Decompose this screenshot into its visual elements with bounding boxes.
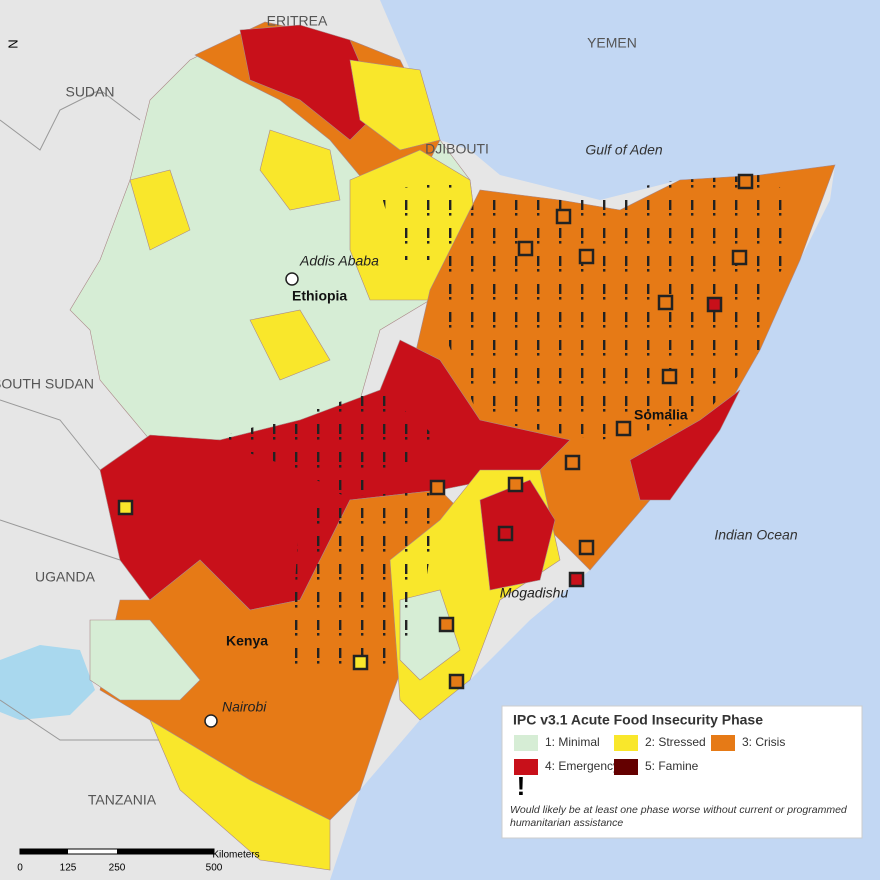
marker	[731, 249, 748, 266]
legend-label: 3: Crisis	[742, 735, 785, 749]
city-label: Mogadishu	[500, 585, 569, 601]
scale-bar-segment	[117, 849, 214, 854]
markers	[117, 173, 754, 690]
scale-tick-label: 0	[17, 863, 23, 874]
legend-swatch	[614, 759, 638, 775]
legend-swatch	[514, 759, 538, 775]
country-label: YEMEN	[587, 35, 637, 51]
marker	[706, 296, 723, 313]
scale-tick-label: 250	[109, 863, 126, 874]
scale-tick-label: 125	[60, 863, 77, 874]
water-label: Indian Ocean	[714, 527, 797, 543]
legend-swatch	[614, 735, 638, 751]
legend-note-box: Would likely be at least one phase worse…	[510, 804, 847, 829]
marker	[429, 479, 446, 496]
country-name: Somalia	[634, 407, 688, 423]
country-name: Kenya	[226, 633, 268, 649]
north-arrow: N	[5, 39, 20, 48]
lake	[0, 645, 95, 720]
country-label: SUDAN	[65, 84, 114, 100]
sea	[330, 0, 880, 880]
country-label: SOUTH SUDAN	[0, 376, 94, 392]
scale-bar: Kilometers	[19, 848, 260, 861]
capital-icon	[204, 714, 218, 728]
marker	[438, 616, 455, 633]
legend-swatch	[514, 735, 538, 751]
region	[149, 719, 331, 871]
legend: IPC v3.1 Acute Food Insecurity Phase ! W…	[501, 705, 863, 839]
legend-label: 2: Stressed	[645, 735, 706, 749]
scale-unit: Kilometers	[212, 850, 259, 861]
legend-symbol: !	[517, 771, 526, 801]
region	[239, 24, 381, 141]
country-name: Ethiopia	[292, 288, 347, 304]
marker	[352, 654, 369, 671]
marker	[657, 294, 674, 311]
legend-box	[501, 705, 863, 839]
marker	[117, 499, 134, 516]
city-label: Nairobi	[222, 699, 267, 715]
region	[349, 59, 441, 151]
country-label: TANZANIA	[88, 792, 157, 808]
water-label: Gulf of Aden	[585, 142, 663, 158]
marker	[555, 208, 572, 225]
marker	[497, 525, 514, 542]
region	[89, 589, 461, 701]
marker	[578, 248, 595, 265]
country-label: DJIBOUTI	[425, 141, 489, 157]
country-label: UGANDA	[35, 569, 96, 585]
marker	[564, 454, 581, 471]
country-label: ERITREA	[267, 13, 328, 29]
marker	[568, 571, 585, 588]
legend-swatch	[711, 735, 735, 751]
scale-bar-segment	[20, 849, 68, 854]
legend-note: Would likely be at least one phase worse…	[510, 804, 847, 829]
city-label: Addis Ababa	[299, 253, 379, 269]
scale-tick-label: 500	[206, 863, 223, 874]
assistance-pattern	[210, 175, 800, 670]
marker	[578, 539, 595, 556]
legend-title: IPC v3.1 Acute Food Insecurity Phase	[513, 712, 763, 728]
region	[129, 129, 341, 381]
marker	[661, 368, 678, 385]
capital-icon	[285, 272, 299, 286]
marker	[507, 476, 524, 493]
marker	[737, 173, 754, 190]
marker	[517, 240, 534, 257]
legend-label: 5: Famine	[645, 759, 699, 773]
legend-label: 1: Minimal	[545, 735, 600, 749]
borders	[0, 89, 160, 741]
marker	[615, 420, 632, 437]
marker	[448, 673, 465, 690]
legend-label: 4: Emergency	[545, 759, 619, 773]
